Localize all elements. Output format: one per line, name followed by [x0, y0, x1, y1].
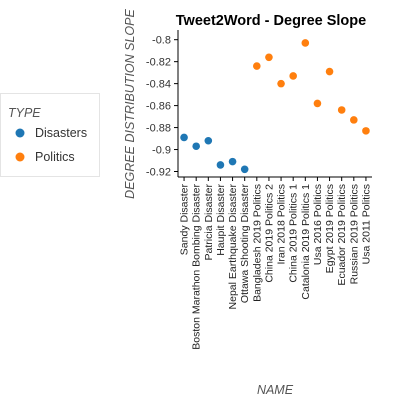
point-china-2019-politics-2 — [265, 53, 273, 62]
x-axis-label: NAME — [257, 383, 294, 397]
y-tick-label: -0.8 — [152, 35, 171, 47]
x-tick-label: Usa 2016 Politics — [312, 184, 324, 265]
y-tick-label: -0.84 — [146, 79, 171, 91]
point-russian-2019-politics — [350, 116, 358, 124]
point-bangladesh-2019-politics — [253, 62, 261, 70]
point-patricia-disaster — [204, 136, 213, 145]
point-usa-2011-politics — [362, 127, 370, 135]
x-tick-label: Ottawa Shooting Disaster — [239, 184, 251, 304]
point-catalonia-2019-politics-1 — [301, 39, 310, 47]
point-boston-marathon-bombing-disaster — [192, 142, 200, 151]
point-ecuador-2019-politics — [337, 106, 346, 114]
legend: TYPE Disasters Politics — [0, 93, 100, 177]
data-points — [180, 39, 370, 174]
x-tick-label: Patricia Disaster — [203, 184, 215, 261]
x-tick-label: Russian 2019 Politics — [348, 184, 360, 284]
y-tick-label: -0.82 — [146, 57, 171, 69]
point-sandy-disaster — [180, 133, 188, 142]
y-axis-ticks: -0.8 -0.82 -0.84 -0.86 -0.88 -0.9 -0.92 — [146, 35, 178, 179]
point-nepal-earthquake-disaster — [228, 157, 237, 166]
point-iran-2018-politics — [277, 79, 285, 88]
x-tick-label: China 2019 Politics 1 — [288, 184, 300, 283]
legend-label-politics: Politics — [35, 150, 75, 164]
legend-label-disasters: Disasters — [35, 126, 87, 140]
legend-marker-disasters — [15, 128, 25, 138]
x-tick-label: Usa 2011 Politics — [360, 184, 372, 264]
y-tick-label: -0.92 — [146, 167, 171, 179]
point-ottawa-shooting-disaster — [240, 165, 249, 174]
x-tick-label: Ecuador 2019 Politics — [336, 184, 348, 286]
x-tick-label: Egypt 2019 Politics — [324, 184, 336, 273]
axes — [177, 30, 372, 178]
x-tick-label: Boston Marathon Bombing Disaster — [191, 183, 203, 349]
legend-marker-politics — [15, 152, 25, 162]
x-tick-label: China 2019 Politics 2 — [263, 184, 275, 283]
y-axis-label: DEGREE DISTRIBUTION SLOPE — [123, 9, 137, 199]
point-haupit-disaster — [216, 161, 225, 169]
x-tick-label: Nepal Earthquake Disaster — [227, 183, 239, 309]
y-tick-label: -0.86 — [146, 101, 171, 113]
point-egypt-2019-politics — [325, 67, 334, 76]
point-china-2019-politics-1 — [289, 72, 297, 80]
y-tick-label: -0.88 — [146, 123, 171, 135]
x-tick-label: Iran 2018 Politics — [276, 184, 288, 265]
x-tick-label: Haupit Disaster — [215, 184, 227, 256]
legend-title: TYPE — [8, 106, 41, 120]
x-tick-label: Sandy Disaster — [179, 184, 191, 256]
x-axis-ticks: Sandy Disaster Boston Marathon Bombing Di… — [179, 177, 372, 350]
x-tick-label: Bangladesh 2019 Politics — [251, 184, 263, 302]
y-tick-label: -0.9 — [152, 145, 171, 157]
point-usa-2016-politics — [313, 99, 322, 108]
x-tick-label: Catalonia 2019 Politics 1 — [300, 184, 312, 300]
chart-title: Tweet2Word - Degree Slope — [176, 13, 366, 29]
